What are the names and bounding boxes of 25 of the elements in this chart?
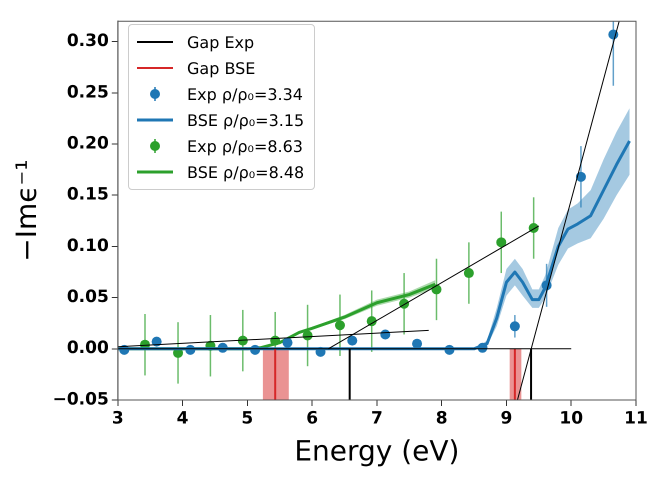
y-tick-label: 0.15 [66,184,109,205]
legend-label: Exp ρ/ρ₀=3.34 [187,84,303,104]
x-tick-label: 6 [306,408,318,429]
x-tick-label: 9 [500,408,512,429]
legend-label: Exp ρ/ρ₀=8.63 [187,136,303,156]
x-tick-label: 11 [624,408,648,429]
y-tick-label: 0.25 [66,82,109,102]
x-tick-label: 4 [176,408,189,429]
x-tick-label: 10 [559,408,584,429]
x-tick-label: 7 [370,408,383,429]
x-tick-label: 5 [241,408,254,429]
x-axis-title: Energy (eV) [294,434,460,468]
y-tick-label: 0.30 [66,31,109,52]
x-tick-label: 3 [112,408,124,429]
y-axis-title: −Imϵ⁻¹ [10,159,44,262]
y-tick-label: −0.05 [52,389,109,410]
legend-label: Gap Exp [187,32,254,52]
legend-label: BSE ρ/ρ₀=3.15 [187,110,304,130]
legend-label: BSE ρ/ρ₀=8.48 [187,162,304,182]
legend-label: Gap BSE [187,58,256,78]
y-tick-label: 0.00 [66,338,109,358]
x-tick-label: 8 [436,408,448,429]
y-tick-label: 0.05 [66,287,109,308]
y-tick-label: 0.20 [66,133,109,154]
y-tick-label: 0.10 [66,236,109,256]
